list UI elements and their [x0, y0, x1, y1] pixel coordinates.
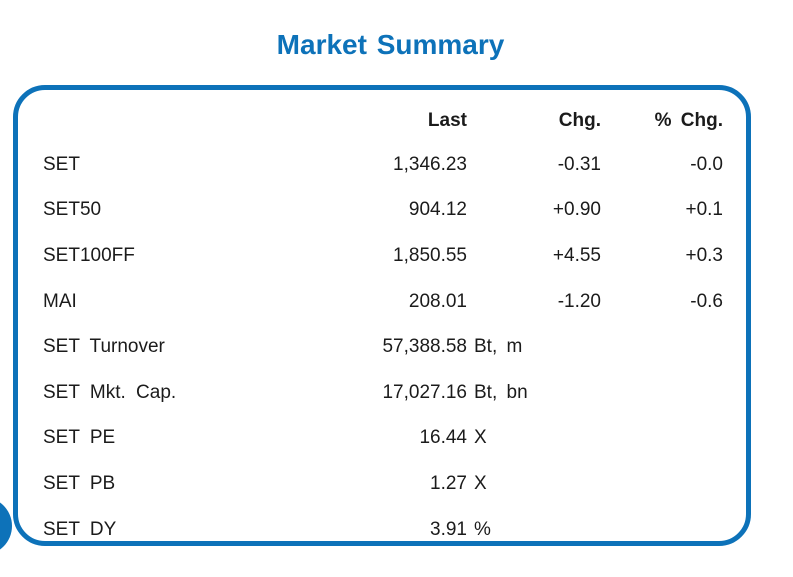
market-summary-table: Last Chg. % Chg. SET 1,346.23 -0.31 -0.0…: [18, 90, 746, 552]
page-corner-decoration-circle: [0, 497, 12, 555]
row-pct-chg-value: +0.3: [685, 244, 723, 266]
table-row: SET DY 3.91 %: [43, 507, 723, 553]
row-last-value: 904.12: [408, 199, 467, 221]
row-instrument-label: SET DY: [43, 518, 117, 540]
row-unit-label: %: [474, 518, 491, 540]
header-pct-chg: % Chg.: [654, 110, 723, 131]
row-pct-chg-value: +0.1: [685, 199, 723, 221]
row-unit-label: Bt, m: [474, 336, 523, 358]
table-row: SET PE 16.44 X: [43, 416, 723, 462]
row-chg-value: -1.20: [557, 290, 601, 312]
row-instrument-label: MAI: [43, 290, 77, 312]
table-row: MAI 208.01 -1.20 -0.6: [43, 279, 723, 325]
header-last: Last: [427, 110, 467, 131]
row-pct-chg-value: -0.0: [690, 153, 723, 175]
row-instrument-label: SET100FF: [43, 244, 135, 266]
table-header-row: Last Chg. % Chg.: [43, 100, 723, 142]
table-row: SET PB 1.27 X: [43, 461, 723, 507]
table-row: SET50 904.12 +0.90 +0.1: [43, 188, 723, 234]
row-unit-label: X: [474, 472, 487, 494]
row-last-value: 1.27: [430, 472, 467, 494]
row-instrument-label: SET PE: [43, 427, 116, 449]
row-last-value: 17,027.16: [382, 381, 467, 403]
table-row: SET Turnover 57,388.58 Bt, m: [43, 324, 723, 370]
row-chg-value: +4.55: [552, 244, 601, 266]
market-summary-card: Last Chg. % Chg. SET 1,346.23 -0.31 -0.0…: [13, 85, 751, 546]
row-last-value: 208.01: [408, 290, 467, 312]
row-unit-label: Bt, bn: [474, 381, 528, 403]
row-instrument-label: SET PB: [43, 472, 116, 494]
table-row: SET100FF 1,850.55 +4.55 +0.3: [43, 233, 723, 279]
row-chg-value: -0.31: [557, 153, 601, 175]
row-unit-label: X: [474, 427, 487, 449]
table-row: SET Mkt. Cap. 17,027.16 Bt, bn: [43, 370, 723, 416]
row-last-value: 3.91: [430, 518, 467, 540]
row-last-value: 57,388.58: [382, 336, 467, 358]
row-instrument-label: SET Mkt. Cap.: [43, 381, 177, 403]
row-last-value: 1,346.23: [393, 153, 467, 175]
row-last-value: 1,850.55: [393, 244, 467, 266]
row-instrument-label: SET Turnover: [43, 336, 165, 358]
row-pct-chg-value: -0.6: [690, 290, 723, 312]
row-instrument-label: SET: [43, 153, 80, 175]
row-chg-value: +0.90: [552, 199, 601, 221]
table-body: SET 1,346.23 -0.31 -0.0 SET50 904.12 +0.…: [43, 142, 723, 552]
row-last-value: 16.44: [419, 427, 467, 449]
page-title: Market Summary: [276, 29, 505, 60]
header-chg: Chg.: [558, 110, 601, 131]
row-instrument-label: SET50: [43, 199, 102, 221]
table-row: SET 1,346.23 -0.31 -0.0: [43, 142, 723, 188]
